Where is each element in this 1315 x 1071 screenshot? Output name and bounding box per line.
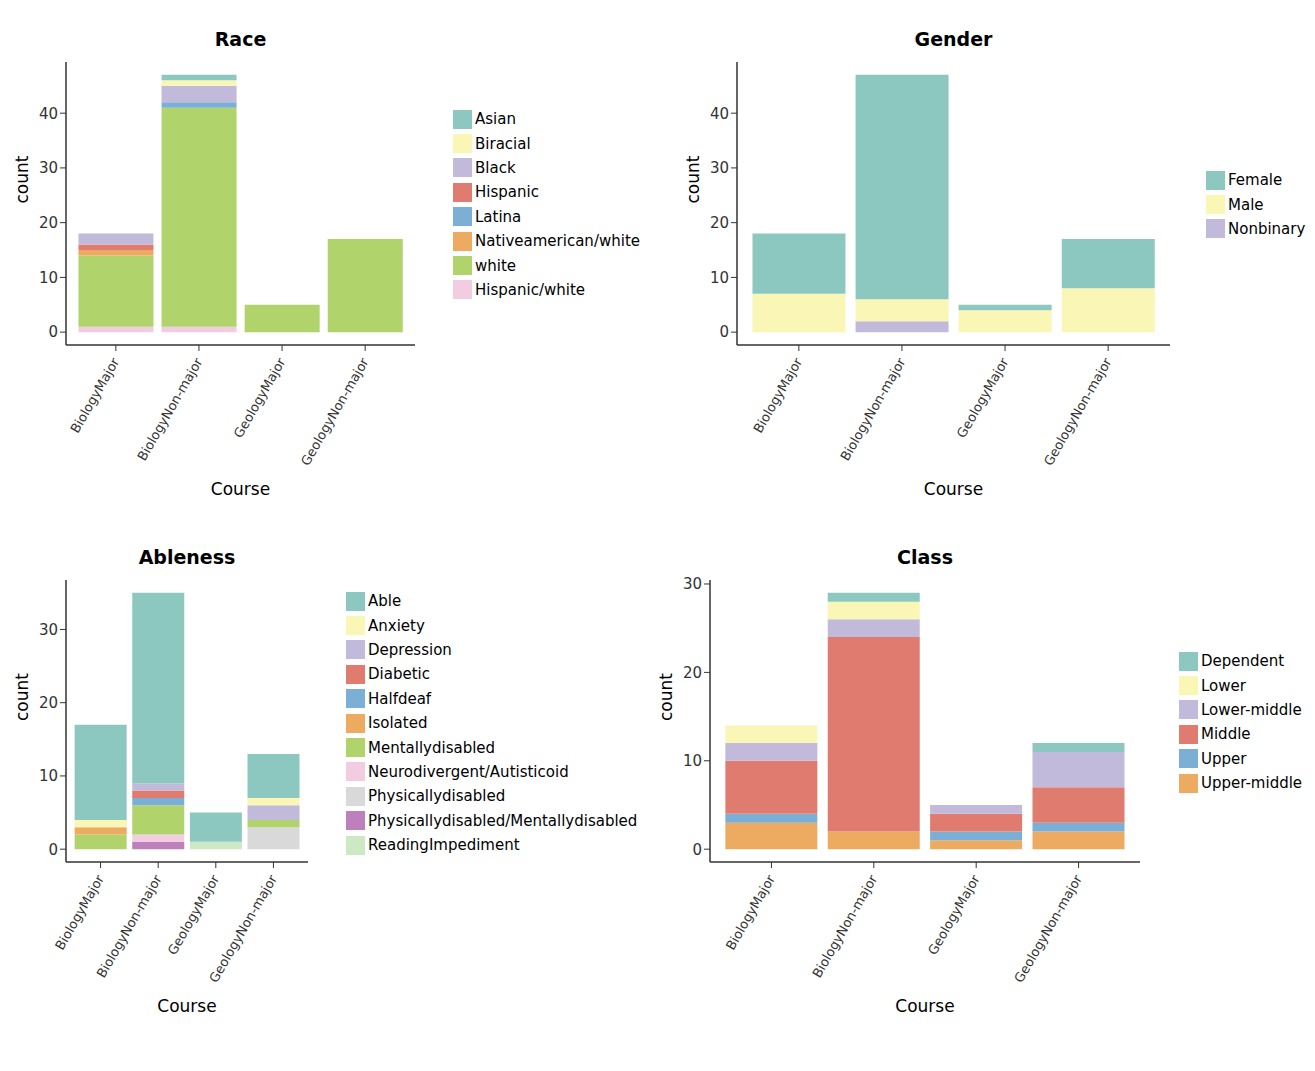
html-text:Ableness: Ableness (138, 546, 236, 568)
html-text:Middle: Middle (1201, 725, 1251, 744)
html-text:Isolated: Isolated (368, 714, 428, 733)
html-text:Physicallydisabled: Physicallydisabled (368, 787, 506, 806)
svg-text:10: 10 (39, 269, 58, 287)
html-text:Physicallydisabled/Mentallydis: Physicallydisabled/Mentallydisabled (368, 811, 638, 830)
html-text:ReadingImpediment: ReadingImpediment (368, 836, 520, 855)
html-text:Upper-middle: Upper-middle (1201, 774, 1303, 793)
svg-text:0: 0 (719, 323, 729, 341)
html-text:Female: Female (1228, 171, 1283, 190)
html-text:white: white (475, 256, 517, 275)
html-text:Depression: Depression (368, 641, 452, 659)
svg-text:10: 10 (683, 752, 702, 770)
html-text:Hispanic/white: Hispanic/white (475, 280, 585, 299)
svg-text:0: 0 (48, 323, 58, 341)
svg-text:20: 20 (683, 664, 702, 682)
html-text:Mentallydisabled: Mentallydisabled (368, 738, 496, 757)
html-text:Lower: Lower (1201, 676, 1246, 695)
svg-text:GeologyNon-major: GeologyNon-major (298, 355, 372, 468)
svg-text:BiologyMajor: BiologyMajor (750, 355, 805, 436)
svg-text:20: 20 (39, 694, 58, 712)
svg-text:Course: Course (211, 479, 270, 499)
svg-text:BiologyNon-major: BiologyNon-major (94, 872, 165, 981)
svg-text:BiologyMajor: BiologyMajor (67, 355, 122, 436)
html-text:Diabetic: Diabetic (368, 665, 430, 684)
svg-text:GeologyNon-major: GeologyNon-major (1011, 872, 1085, 985)
html-text:Class: Class (897, 546, 953, 568)
html-text:Lower-middle: Lower-middle (1201, 701, 1302, 719)
svg-text:Course: Course (157, 996, 216, 1016)
svg-text:BiologyNon-major: BiologyNon-major (809, 872, 880, 981)
html-text:Latina: Latina (475, 207, 522, 226)
svg-text:GeologyMajor: GeologyMajor (231, 355, 289, 441)
svg-text:GeologyNon-major: GeologyNon-major (1041, 355, 1115, 468)
html-text:Nonbinary: Nonbinary (1228, 220, 1306, 238)
svg-text:Course: Course (924, 479, 983, 499)
svg-text:40: 40 (39, 105, 58, 123)
svg-text:20: 20 (710, 214, 729, 232)
svg-text:GeologyMajor: GeologyMajor (925, 872, 983, 958)
svg-text:10: 10 (710, 269, 729, 287)
html-text:Nativeamerican/white: Nativeamerican/white (475, 232, 640, 251)
html-text:Gender: Gender (914, 28, 993, 50)
svg-text:10: 10 (39, 767, 58, 785)
html-text:Male: Male (1228, 195, 1264, 214)
svg-text:BiologyMajor: BiologyMajor (723, 872, 778, 953)
html-text:Anxiety: Anxiety (368, 616, 425, 635)
svg-text:30: 30 (710, 159, 729, 177)
svg-text:BiologyNon-major: BiologyNon-major (134, 355, 205, 464)
html-text:Race: Race (214, 28, 267, 50)
html-text:Hispanic: Hispanic (475, 183, 539, 202)
svg-text:30: 30 (39, 621, 58, 639)
svg-text:20: 20 (39, 214, 58, 232)
svg-text:BiologyNon-major: BiologyNon-major (837, 355, 908, 464)
html-text:Upper: Upper (1201, 749, 1247, 768)
svg-text:Course: Course (895, 996, 954, 1016)
svg-text:count: count (12, 155, 32, 203)
svg-text:0: 0 (692, 841, 702, 859)
svg-text:40: 40 (710, 105, 729, 123)
html-text:Asian: Asian (475, 110, 516, 129)
svg-text:0: 0 (48, 841, 58, 859)
html-text:Halfdeaf: Halfdeaf (368, 689, 432, 708)
html-text:Black: Black (475, 159, 516, 177)
svg-text:GeologyMajor: GeologyMajor (164, 872, 222, 958)
html-text:Biracial: Biracial (475, 134, 531, 153)
svg-text:count: count (656, 673, 676, 721)
svg-text:GeologyNon-major: GeologyNon-major (206, 872, 280, 985)
svg-text:30: 30 (39, 159, 58, 177)
svg-text:BiologyMajor: BiologyMajor (52, 872, 107, 953)
html-text:Able: Able (368, 592, 402, 611)
html-text:Neurodivergent/Autisticoid: Neurodivergent/Autisticoid (368, 762, 569, 781)
svg-text:count: count (12, 673, 32, 721)
html-text:Dependent: Dependent (1201, 652, 1285, 671)
svg-text:count: count (683, 155, 703, 203)
svg-text:GeologyMajor: GeologyMajor (954, 355, 1012, 441)
svg-text:30: 30 (683, 575, 702, 593)
